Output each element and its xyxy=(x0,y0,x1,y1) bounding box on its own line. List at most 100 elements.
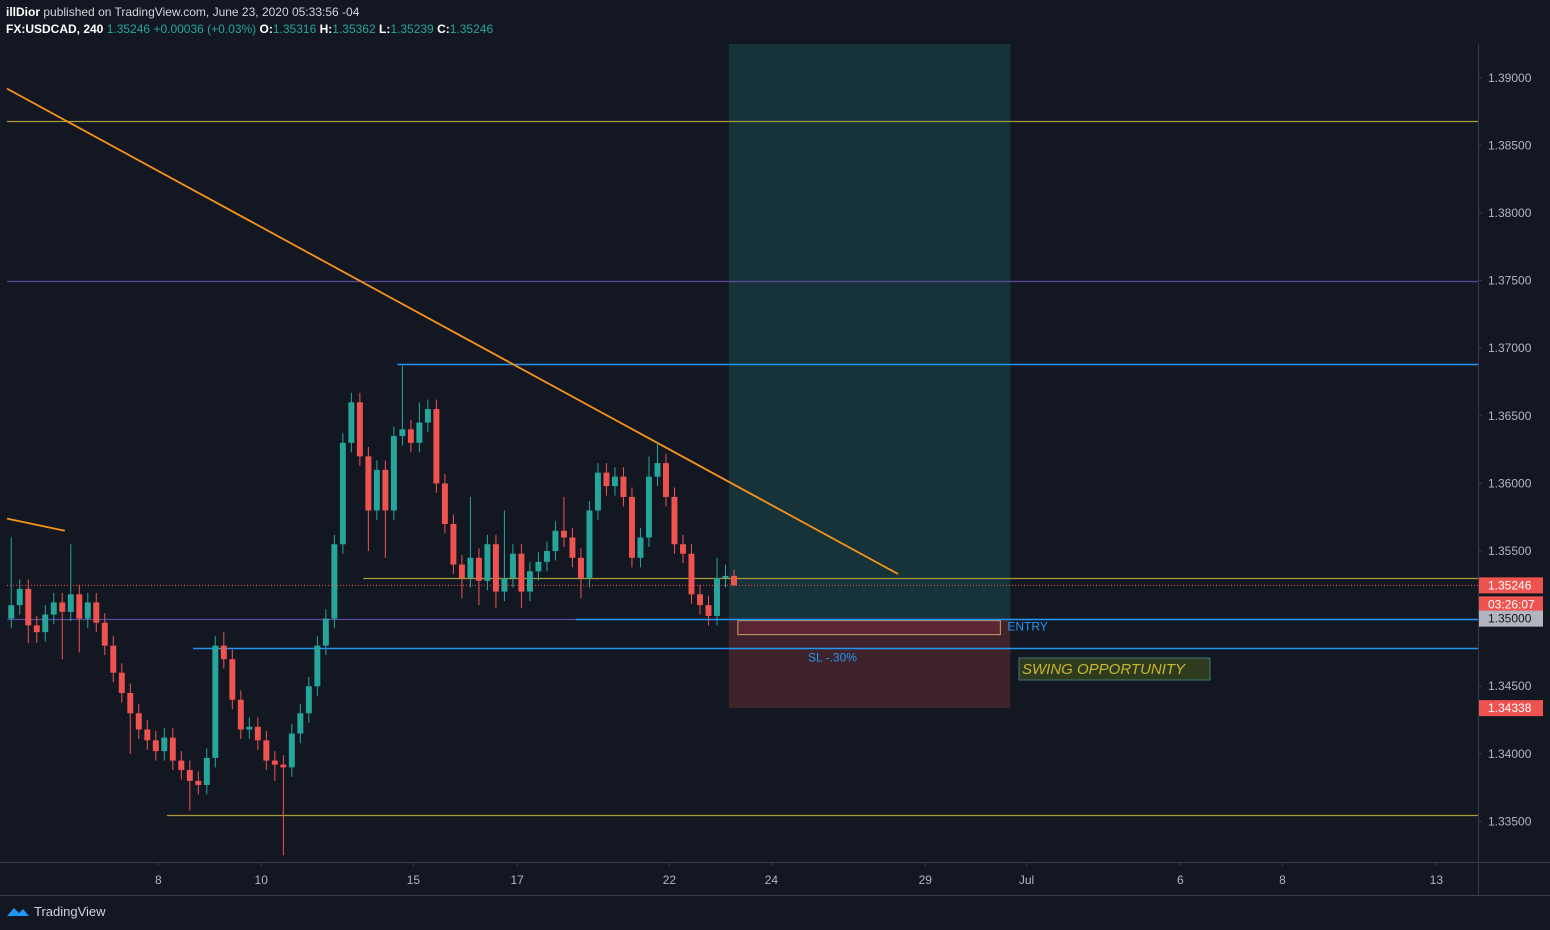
candle-body xyxy=(705,605,712,616)
candle-body xyxy=(611,476,618,487)
y-tick-label: 1.37000 xyxy=(1488,341,1532,355)
header: illDior published on TradingView.com, Ju… xyxy=(6,4,493,38)
candle-body xyxy=(59,602,66,612)
candle-body xyxy=(714,578,720,616)
candle-body xyxy=(152,740,159,752)
stop-tag-bg xyxy=(1479,700,1543,717)
candle-body xyxy=(492,544,499,592)
candle-body xyxy=(467,557,474,579)
candle-body xyxy=(620,476,627,497)
plot xyxy=(6,44,1478,856)
candle-body xyxy=(110,645,117,673)
symbol-line: FX:USDCAD, 240 1.35246 +0.00036 (+0.03%)… xyxy=(6,21,493,38)
candle-body xyxy=(50,602,57,615)
y-tick-label: 1.39000 xyxy=(1488,71,1532,85)
candle-body xyxy=(93,602,100,623)
candle-body xyxy=(305,686,312,714)
candle-body xyxy=(577,557,584,579)
candle-body xyxy=(594,472,601,511)
entry-text: ENTRY xyxy=(1007,620,1047,634)
candle-body xyxy=(356,402,363,457)
x-tick-label: Jul xyxy=(1019,873,1034,887)
candle-body xyxy=(373,469,380,511)
candle-body xyxy=(458,564,465,579)
candle-body xyxy=(127,692,134,714)
countdown-tag: 03:26:07 xyxy=(1488,597,1535,611)
candle-body xyxy=(220,645,227,660)
annotation-box xyxy=(1018,657,1211,681)
candle-body xyxy=(654,463,661,477)
c-label: C: xyxy=(437,22,450,36)
candle-body xyxy=(526,571,533,592)
x-tick-label: 6 xyxy=(1177,873,1184,887)
candle-body xyxy=(535,561,542,572)
candle-body xyxy=(399,429,406,437)
y-tick-label: 1.36000 xyxy=(1488,476,1532,490)
candle-body xyxy=(203,757,210,785)
candle-body xyxy=(84,602,91,619)
stop-tag: 1.34338 xyxy=(1488,701,1532,715)
candle-body xyxy=(628,496,635,558)
candle-body xyxy=(518,553,525,592)
candle-body xyxy=(484,544,491,581)
candle-body xyxy=(25,588,32,626)
candle-body xyxy=(441,483,448,524)
logo-icon xyxy=(7,908,29,916)
target-zone xyxy=(728,44,1011,619)
y-tick-label: 1.33500 xyxy=(1488,814,1532,828)
x-tick-label: 10 xyxy=(255,873,269,887)
last-price-tag: 1.35246 xyxy=(1488,578,1532,592)
candle-body xyxy=(603,472,610,487)
published: published on TradingView.com, June 23, 2… xyxy=(43,5,360,19)
y-tick-label: 1.34500 xyxy=(1488,679,1532,693)
candle-body xyxy=(322,618,329,646)
candle-body xyxy=(237,699,244,730)
candle-body xyxy=(543,551,550,562)
candle-body xyxy=(271,760,278,765)
candle-body xyxy=(101,622,108,646)
candle-body xyxy=(509,553,516,579)
candle-body xyxy=(407,429,414,443)
h-value: 1.35362 xyxy=(332,22,376,36)
y-tick-label: 1.38500 xyxy=(1488,138,1532,152)
y-tick-label: 1.38000 xyxy=(1488,206,1532,220)
annotation: SWING OPPORTUNITY xyxy=(1022,661,1186,678)
y-tick-label: 1.36500 xyxy=(1488,409,1532,423)
candle-body xyxy=(297,713,304,734)
x-tick-label: 29 xyxy=(919,873,933,887)
entry-tag: 1.35000 xyxy=(1488,612,1532,626)
candle-body xyxy=(501,578,508,592)
candle-body xyxy=(688,553,695,595)
y-tick-label: 1.34000 xyxy=(1488,747,1532,761)
candle-body xyxy=(382,469,389,511)
candle-body xyxy=(76,594,83,619)
candle-body xyxy=(365,456,372,511)
y-tick-label: 1.37500 xyxy=(1488,274,1532,288)
candle-body xyxy=(314,645,321,687)
candle-body xyxy=(144,729,151,741)
candle-body xyxy=(67,594,74,612)
x-tick-label: 17 xyxy=(510,873,524,887)
candle-body xyxy=(169,737,176,761)
candle-body xyxy=(731,575,737,586)
h-label: H: xyxy=(319,22,333,36)
publish-line: illDior published on TradingView.com, Ju… xyxy=(6,4,493,21)
candle-body xyxy=(246,726,253,730)
candle-body xyxy=(212,645,219,758)
brand: TradingView xyxy=(34,904,106,919)
candle-body xyxy=(433,409,440,484)
candle-body xyxy=(178,760,185,771)
entry-tag-bg xyxy=(1479,610,1543,627)
candle-body xyxy=(662,463,669,497)
candle-body xyxy=(569,537,576,558)
candle-body xyxy=(348,402,355,443)
trendline xyxy=(6,87,899,575)
y-tick-label: 1.35500 xyxy=(1488,544,1532,558)
candle-body xyxy=(552,530,559,552)
candle-body xyxy=(645,476,652,538)
trendline xyxy=(6,517,66,532)
frame: TradingView xyxy=(0,44,1550,919)
l-label: L: xyxy=(379,22,391,36)
